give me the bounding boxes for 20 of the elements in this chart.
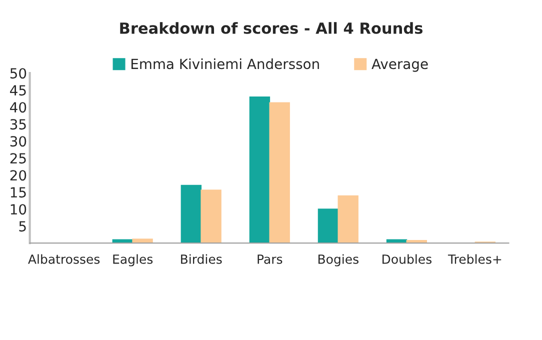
x-tick-label: Eagles (113, 254, 153, 266)
legend-label: Emma Kiviniemi Andersson (132, 58, 319, 70)
legend-label: Average (372, 58, 428, 72)
x-tick-label: Trebles+ (448, 254, 502, 264)
y-tick-label: 20 (10, 170, 26, 181)
y-tick-label: 5 (19, 221, 26, 232)
y-tick-label: 45 (10, 85, 26, 96)
y-tick-label: 25 (10, 153, 26, 164)
x-tick-label: Birdies (181, 254, 222, 264)
x-tick-label: Albatrosses (28, 254, 100, 264)
x-tick-label: Bogies (318, 254, 358, 266)
y-tick-label: 40 (10, 102, 26, 113)
y-tick-label: 30 (10, 136, 26, 147)
chart-title: Breakdown of scores - All 4 Rounds (120, 22, 422, 34)
y-tick-label: 15 (10, 187, 26, 198)
x-tick-label: Pars (258, 254, 282, 264)
x-tick-label: Doubles (382, 254, 432, 264)
y-tick-label: 35 (10, 119, 26, 130)
y-tick-label: 10 (10, 204, 26, 215)
y-tick-label: 50 (10, 68, 26, 79)
